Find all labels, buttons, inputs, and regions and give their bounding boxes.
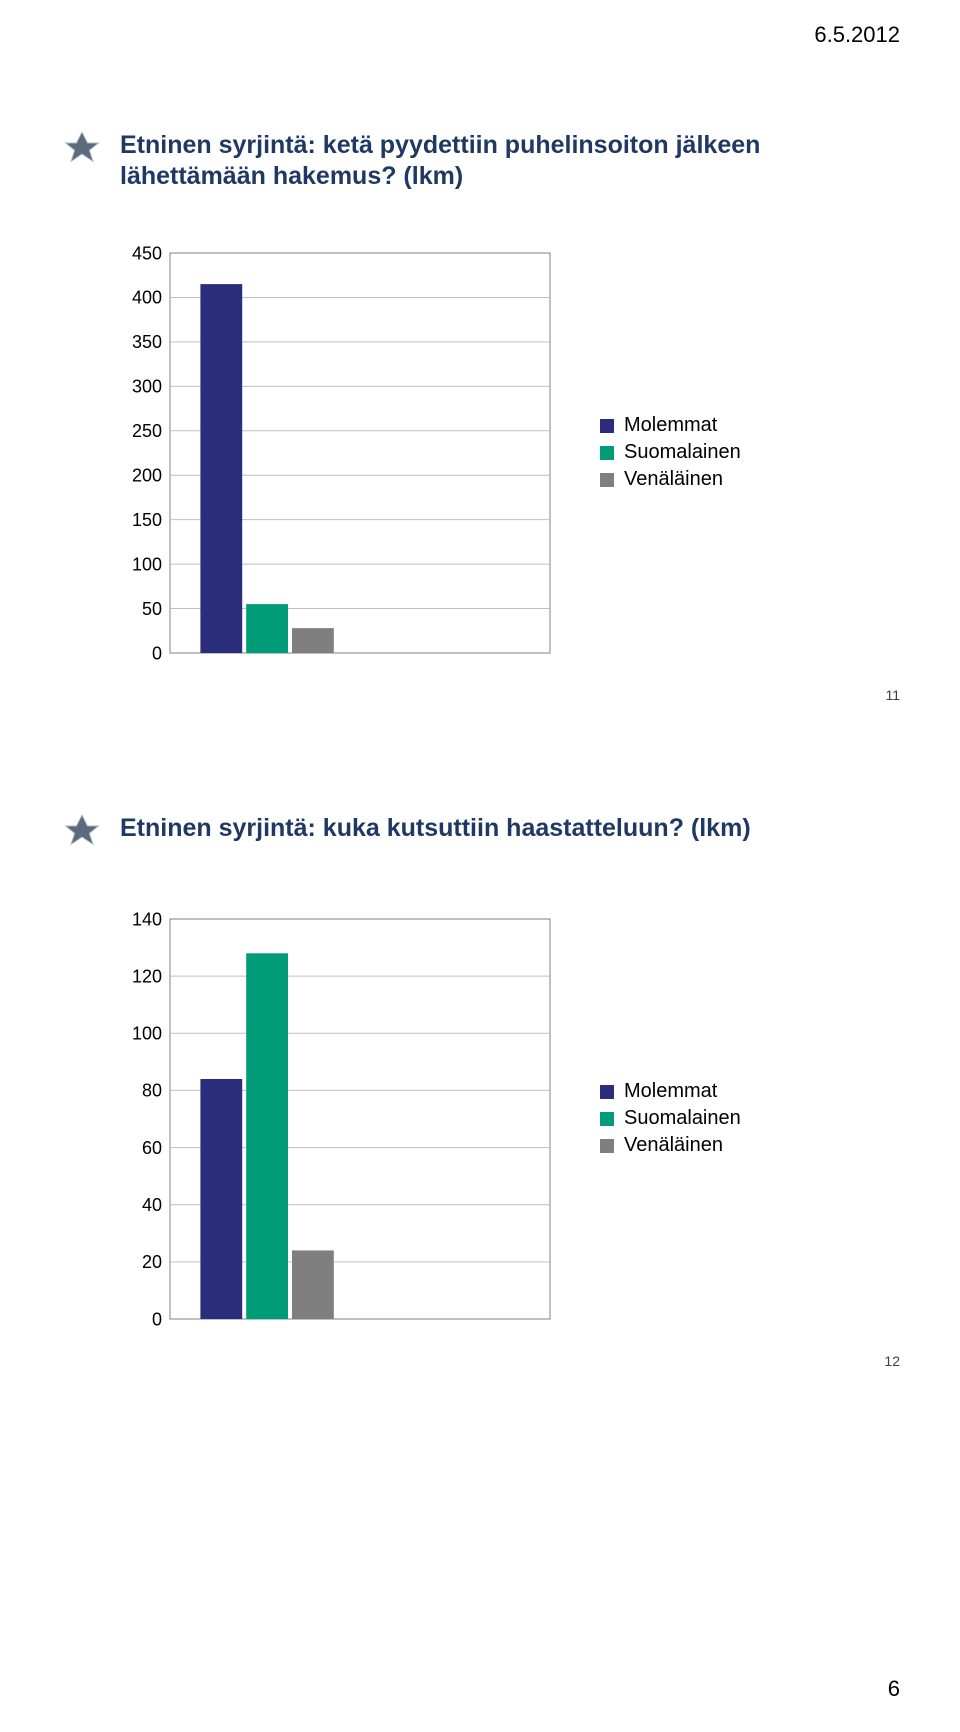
svg-text:100: 100 <box>132 554 162 574</box>
svg-text:80: 80 <box>142 1080 162 1100</box>
legend-item: Suomalainen <box>600 441 741 464</box>
icon-path <box>66 132 99 161</box>
legend-item: Molemmat <box>600 414 741 437</box>
legend-item: Suomalainen <box>600 1107 741 1130</box>
legend-swatch <box>600 446 614 460</box>
svg-text:0: 0 <box>152 1309 162 1329</box>
legend-label: Suomalainen <box>624 1107 741 1130</box>
svg-text:40: 40 <box>142 1195 162 1215</box>
legend-swatch <box>600 419 614 433</box>
legend-item: Venäläinen <box>600 468 741 491</box>
slide-2: Etninen syrjintä: kuka kutsuttiin haasta… <box>60 813 900 1329</box>
header-date: 6.5.2012 <box>814 22 900 48</box>
legend-item: Venäläinen <box>600 1134 741 1157</box>
svg-text:50: 50 <box>142 598 162 618</box>
bar <box>200 1079 242 1319</box>
svg-text:450: 450 <box>132 243 162 263</box>
svg-text:400: 400 <box>132 287 162 307</box>
legend-swatch <box>600 1139 614 1153</box>
chart1-svg: 0 50 100 150 200 250 300 350 400 450 <box>120 243 560 663</box>
svg-text:60: 60 <box>142 1137 162 1157</box>
title-row: Etninen syrjintä: kuka kutsuttiin haasta… <box>60 813 900 859</box>
slide1-number: 11 <box>885 687 900 703</box>
chart1-wrap: 0 50 100 150 200 250 300 350 400 450 Molemmat Suom… <box>120 243 900 663</box>
svg-text:200: 200 <box>132 465 162 485</box>
legend-label: Venäläinen <box>624 1134 723 1157</box>
chart2-wrap: 0 20 40 60 80 100 120 140 Molemmat Suomalainen Ve… <box>120 909 900 1329</box>
svg-text:300: 300 <box>132 376 162 396</box>
bar <box>200 284 242 653</box>
legend-swatch <box>600 473 614 487</box>
svg-text:20: 20 <box>142 1252 162 1272</box>
svg-text:150: 150 <box>132 509 162 529</box>
legend-label: Suomalainen <box>624 441 741 464</box>
bar <box>292 1250 334 1319</box>
icon-path <box>66 815 99 844</box>
star-burst-icon <box>60 132 104 176</box>
chart2-legend: Molemmat Suomalainen Venäläinen <box>600 1076 741 1161</box>
legend-label: Venäläinen <box>624 468 723 491</box>
chart2-svg: 0 20 40 60 80 100 120 140 <box>120 909 560 1329</box>
svg-text:350: 350 <box>132 332 162 352</box>
chart1-legend: Molemmat Suomalainen Venäläinen <box>600 410 741 495</box>
title-row: Etninen syrjintä: ketä pyydettiin puheli… <box>60 130 900 193</box>
legend-item: Molemmat <box>600 1080 741 1103</box>
star-burst-icon <box>60 815 104 859</box>
chart2-title: Etninen syrjintä: kuka kutsuttiin haasta… <box>120 813 751 844</box>
svg-text:140: 140 <box>132 909 162 929</box>
chart1-title: Etninen syrjintä: ketä pyydettiin puheli… <box>120 130 900 193</box>
legend-label: Molemmat <box>624 1080 717 1103</box>
svg-text:100: 100 <box>132 1023 162 1043</box>
svg-text:120: 120 <box>132 966 162 986</box>
svg-text:250: 250 <box>132 421 162 441</box>
svg-text:0: 0 <box>152 643 162 663</box>
legend-swatch <box>600 1085 614 1099</box>
legend-label: Molemmat <box>624 414 717 437</box>
bar <box>246 604 288 653</box>
page: 6.5.2012 Etninen syrjintä: ketä pyydetti… <box>0 0 960 1732</box>
slide-1: Etninen syrjintä: ketä pyydettiin puheli… <box>60 130 900 663</box>
bar <box>292 628 334 653</box>
legend-swatch <box>600 1112 614 1126</box>
footer-page-number: 6 <box>888 1676 900 1702</box>
slide2-number: 12 <box>884 1353 900 1369</box>
bar <box>246 953 288 1319</box>
